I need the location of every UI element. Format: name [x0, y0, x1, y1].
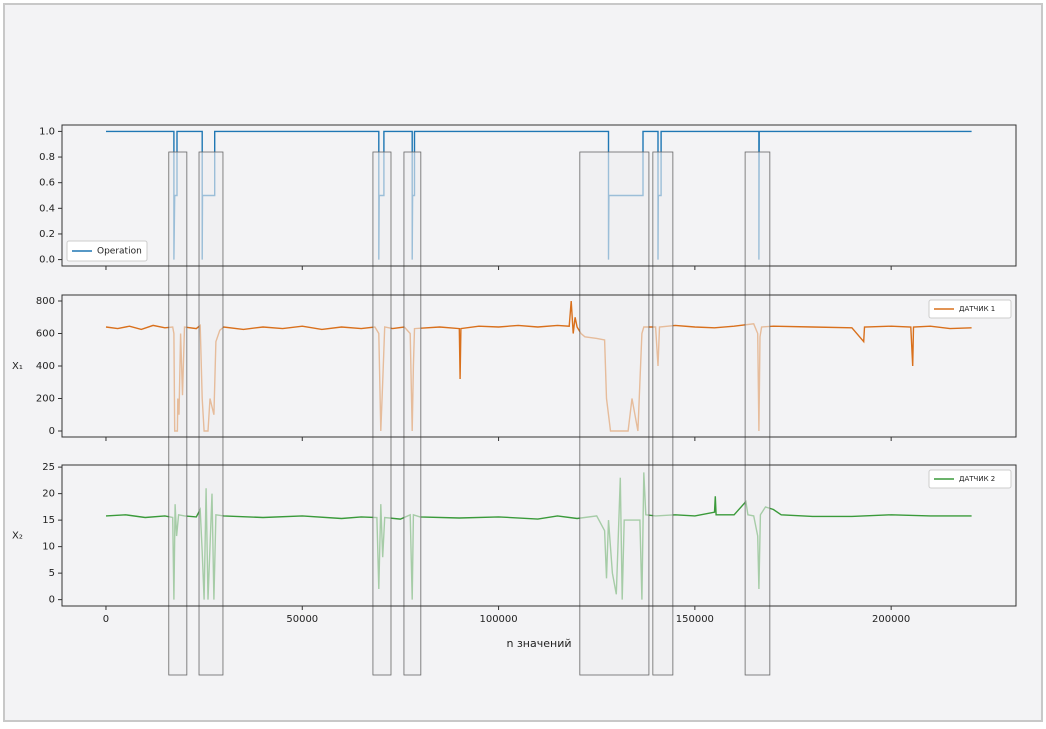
- highlight-region: [652, 151, 674, 676]
- y-tick-label: 10: [42, 542, 55, 553]
- y-tick-label: 0: [49, 595, 55, 606]
- highlight-region: [198, 151, 224, 676]
- y-tick-label: 15: [42, 515, 55, 526]
- y-tick-label: 5: [49, 568, 55, 579]
- y-tick-label: 0: [49, 426, 55, 437]
- legend-label: ДАТЧИК 2: [959, 475, 995, 483]
- highlight-region: [168, 151, 188, 676]
- highlight-region: [403, 151, 422, 676]
- legend-label: Operation: [97, 247, 142, 257]
- highlight-region: [372, 151, 392, 676]
- x-tick-label: 200000: [872, 614, 910, 625]
- legend-box: [928, 469, 1012, 489]
- legend-box: [928, 299, 1012, 319]
- y-tick-label: 1.0: [39, 126, 55, 137]
- y-tick-label: 0.0: [39, 255, 55, 266]
- x-tick-label: 0: [103, 614, 109, 625]
- x-tick-label: 50000: [286, 614, 318, 625]
- x-axis-label: n значений: [506, 637, 571, 650]
- x-tick-label: 150000: [676, 614, 714, 625]
- y-tick-label: 600: [36, 329, 55, 340]
- y-tick-label: 25: [42, 462, 55, 473]
- y-tick-label: 800: [36, 296, 55, 307]
- highlight-region: [579, 151, 650, 676]
- axes-frame: [61, 124, 1017, 267]
- y-tick-label: 0.8: [39, 152, 55, 163]
- legend-box: [66, 240, 148, 262]
- highlight-region: [744, 151, 771, 676]
- y-tick-label: 0.6: [39, 178, 55, 189]
- y-tick-label: 0.2: [39, 229, 55, 240]
- y-tick-label: 0.4: [39, 203, 55, 214]
- axes-frame: [61, 464, 1017, 607]
- x-tick-label: 100000: [479, 614, 517, 625]
- y-tick-label: 400: [36, 361, 55, 372]
- legend-label: ДАТЧИК 1: [959, 305, 995, 313]
- y-tick-label: 200: [36, 393, 55, 404]
- y-tick-label: 20: [42, 489, 55, 500]
- y-axis-label: X₁: [12, 361, 23, 372]
- y-axis-label: X₂: [12, 531, 23, 542]
